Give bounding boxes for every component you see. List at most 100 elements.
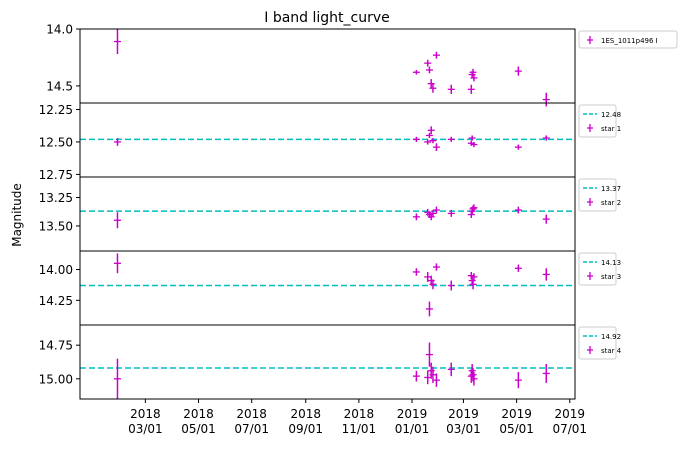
- x-tick-label: 2018 03/01: [128, 407, 163, 436]
- y-tick-label: 14.0: [46, 23, 73, 37]
- data-point: [113, 358, 121, 399]
- data-point: [412, 69, 420, 75]
- data-point: [432, 143, 440, 152]
- y-tick-label: 14.25: [39, 294, 73, 308]
- data-point: [467, 211, 475, 218]
- data-point: [514, 144, 522, 150]
- y-tick-label: 13.50: [39, 219, 73, 233]
- y-axis-label: Magnitude: [10, 183, 24, 247]
- data-point: [470, 204, 478, 212]
- legends: 1ES_1011p496 I 12.48 star 1 13.37 star 2 14.1…: [578, 30, 678, 360]
- legend-panel-4: 14.13 star 3: [578, 252, 621, 286]
- panel-frame: [79, 176, 576, 252]
- x-tick-label: 2019 07/01: [552, 407, 587, 436]
- y-tick-label: 13.25: [39, 191, 73, 205]
- x-tick-date: 07/01: [552, 422, 587, 436]
- data-point: [469, 68, 477, 76]
- y-tick-label: 12.50: [39, 135, 73, 149]
- x-tick-year: 2018: [236, 407, 267, 421]
- data-point: [447, 210, 455, 217]
- legend-ref-label: 14.92: [601, 333, 621, 341]
- legend-panel-5: 14.92 star 4: [578, 326, 622, 360]
- data-point: [412, 136, 420, 142]
- data-point: [412, 268, 420, 276]
- legend-series-label: 1ES_1011p496 I: [601, 37, 658, 45]
- panel-3: 13.25 13.50: [39, 176, 576, 252]
- legend-ref-label: 14.13: [601, 259, 621, 267]
- data-point: [113, 253, 121, 274]
- data-point: [469, 279, 477, 290]
- data-point: [425, 132, 433, 139]
- legend-series-label: star 1: [601, 125, 621, 133]
- x-tick-year: 2019: [501, 407, 532, 421]
- data-point: [447, 136, 455, 142]
- x-tick-date: 09/01: [288, 422, 323, 436]
- x-tick-date: 01/01: [395, 422, 430, 436]
- data-point: [425, 66, 433, 74]
- data-point: [429, 210, 437, 217]
- y-tick-label: 12.25: [39, 103, 73, 117]
- data-point: [470, 372, 478, 386]
- legend-ref-label: 13.37: [601, 185, 621, 193]
- panel-frame: [79, 250, 576, 326]
- data-point: [514, 206, 522, 214]
- x-tick-label: 2018 05/01: [181, 407, 216, 436]
- y-tick-label: 14.00: [39, 263, 73, 277]
- data-point: [432, 51, 440, 59]
- data-point: [113, 212, 121, 229]
- panel-1: 14.0 14.5: [46, 23, 576, 107]
- data-point: [447, 280, 455, 291]
- data-point: [432, 373, 440, 387]
- data-point: [447, 84, 455, 94]
- data-point: [542, 364, 550, 383]
- x-tick-date: 11/01: [342, 422, 377, 436]
- legend-box: [578, 30, 678, 49]
- data-point: [113, 138, 121, 146]
- data-point: [447, 362, 455, 377]
- data-point: [467, 84, 475, 94]
- x-tick-year: 2019: [397, 407, 428, 421]
- legend-box: [578, 252, 617, 286]
- panels: 14.014.512.2512.5012.7513.2513.5014.0014…: [39, 23, 576, 400]
- data-point: [429, 138, 437, 144]
- data-point: [470, 141, 478, 148]
- panel-frame: [79, 28, 576, 104]
- data-point: [470, 74, 478, 82]
- x-tick-year: 2019: [554, 407, 585, 421]
- x-tick-label: 2019 05/01: [499, 407, 534, 436]
- data-point: [542, 135, 550, 141]
- data-point: [469, 205, 477, 213]
- x-tick-date: 05/01: [181, 422, 216, 436]
- panel-2: 12.25 12.50 12.75: [39, 102, 576, 182]
- x-tick-date: 07/01: [234, 422, 269, 436]
- data-point: [542, 268, 550, 281]
- x-tick-year: 2018: [344, 407, 375, 421]
- data-point: [514, 264, 522, 272]
- panel-4: 14.00 14.25: [39, 250, 576, 326]
- x-tick-label: 2018 09/01: [288, 407, 323, 436]
- x-tick-year: 2018: [290, 407, 321, 421]
- data-point: [424, 139, 432, 145]
- legend-panel-2: 12.48 star 1: [578, 104, 621, 138]
- data-point: [470, 273, 478, 281]
- panel-frame: [79, 324, 576, 400]
- x-tick-label: 2019 01/01: [395, 407, 430, 436]
- data-point: [425, 342, 433, 367]
- x-tick-date: 05/01: [499, 422, 534, 436]
- x-tick-year: 2018: [183, 407, 214, 421]
- data-point: [542, 92, 550, 107]
- data-point: [429, 279, 437, 290]
- legend-series-label: star 3: [601, 273, 621, 281]
- data-point: [468, 135, 476, 141]
- x-tick-date: 03/01: [446, 422, 481, 436]
- data-point: [432, 263, 440, 271]
- y-tick-label: 14.5: [46, 79, 73, 93]
- legend-panel-1: 1ES_1011p496 I: [578, 30, 678, 49]
- data-point: [113, 29, 121, 55]
- x-tick-year: 2019: [448, 407, 479, 421]
- chart-title: I band light_curve: [264, 10, 390, 26]
- legend-ref-label: 12.48: [601, 111, 621, 119]
- y-tick-label: 14.75: [39, 339, 73, 353]
